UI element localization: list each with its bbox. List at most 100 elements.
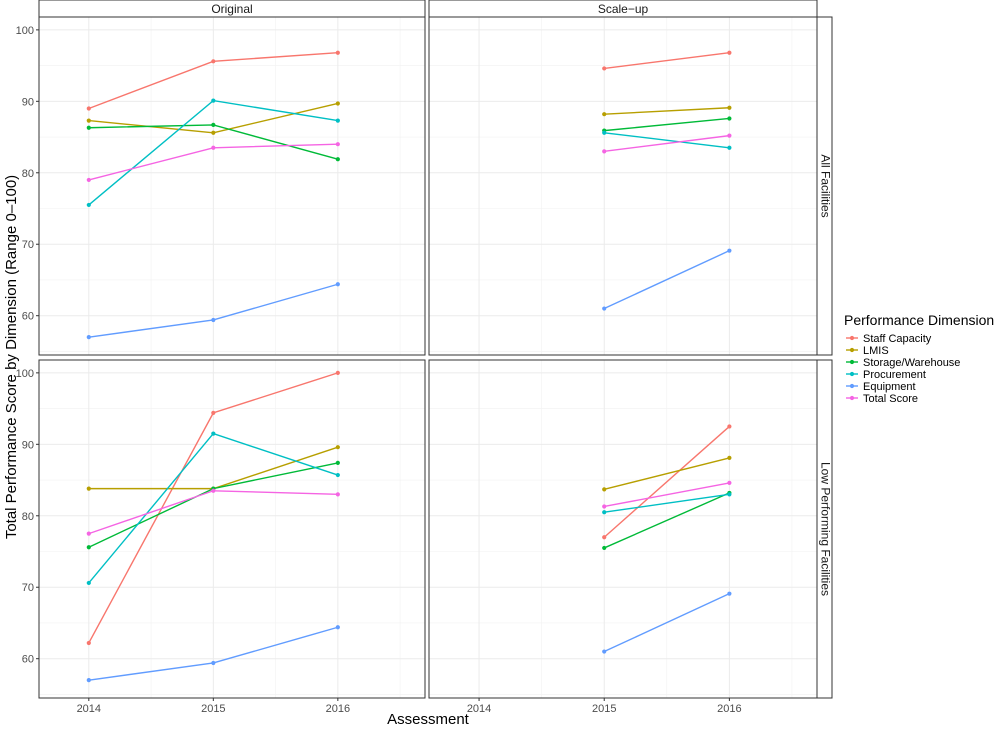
data-point-equipment	[86, 678, 91, 683]
series-line-lmis	[604, 107, 730, 115]
legend-item-procurement: Procurement	[846, 369, 926, 381]
series-line-storage-warehouse	[604, 117, 730, 132]
panel-low-performing-facilities-original	[38, 359, 426, 699]
y-tick-label: 60	[22, 311, 34, 323]
legend-label: Equipment	[863, 381, 916, 393]
data-point-equipment	[727, 248, 732, 253]
series-line-total-score	[604, 482, 730, 508]
data-point-total-score	[211, 145, 216, 150]
strip-low-performing-facilities: Low Performing Facilities	[816, 359, 833, 699]
data-point-procurement	[727, 145, 732, 150]
strip-scale-up: Scale−up	[428, 0, 818, 18]
series-procurement	[602, 130, 732, 150]
data-point-equipment	[86, 335, 91, 340]
y-tick-label: 80	[22, 168, 34, 180]
data-point-total-score	[335, 142, 340, 147]
data-point-procurement	[335, 118, 340, 123]
data-point-staff-capacity	[727, 50, 732, 55]
legend-label: Staff Capacity	[863, 333, 932, 345]
series-equipment	[86, 625, 340, 683]
data-point-procurement	[211, 431, 216, 436]
panel-border	[428, 16, 818, 356]
data-point-procurement	[211, 98, 216, 103]
legend-label: Total Score	[863, 393, 918, 405]
x-tick-label: 2016	[326, 703, 350, 715]
data-point-staff-capacity	[211, 410, 216, 415]
x-tick-label: 2015	[592, 703, 616, 715]
data-point-procurement	[86, 202, 91, 208]
y-axis-low-performing-facilities: 60 70 80 90 100	[16, 368, 39, 666]
data-point-lmis	[602, 487, 607, 492]
series-procurement	[86, 98, 340, 208]
y-tick-label: 90	[22, 439, 34, 451]
data-point-total-score	[86, 177, 91, 183]
series-total-score	[86, 142, 340, 183]
y-axis-all-facilities: 60 70 80 90 100	[16, 25, 39, 323]
x-tick-label: 2015	[201, 703, 225, 715]
data-point-equipment	[211, 317, 216, 323]
panel-all-facilities-scale-up	[428, 16, 818, 356]
data-point-total-score	[727, 480, 732, 486]
series-line-equipment	[603, 250, 730, 310]
panel-border	[38, 16, 426, 356]
data-point-lmis	[727, 105, 732, 110]
strips-layer: Original Scale−up All Facilities Low Perfor…	[38, 0, 833, 699]
data-point-procurement	[602, 130, 607, 135]
series-lmis	[602, 455, 732, 492]
data-point-lmis	[86, 486, 91, 491]
series-line-lmis	[604, 457, 730, 491]
panel-border	[38, 359, 426, 699]
data-point-staff-capacity	[335, 50, 340, 55]
legend-key-point	[849, 335, 855, 341]
data-point-staff-capacity	[335, 370, 340, 375]
legend-key-point	[849, 383, 855, 389]
data-point-equipment	[335, 625, 340, 630]
data-point-lmis	[727, 455, 732, 460]
series-storage-warehouse	[86, 122, 340, 162]
series-staff-capacity	[602, 424, 732, 540]
data-point-equipment	[335, 282, 340, 287]
strip-label: All Facilities	[819, 154, 833, 217]
data-point-procurement	[86, 580, 91, 586]
x-tick-label: 2016	[717, 703, 741, 715]
data-point-total-score	[335, 492, 340, 497]
data-point-equipment	[602, 649, 607, 654]
series-staff-capacity	[86, 370, 340, 646]
data-point-total-score	[602, 149, 607, 154]
legend-key-point	[849, 395, 855, 401]
x-axis-title: Assessment	[387, 711, 470, 728]
y-tick-label: 100	[16, 25, 34, 37]
strip-label: Original	[211, 2, 252, 16]
legend-item-staff-capacity: Staff Capacity	[846, 333, 932, 345]
legend-key-point	[849, 347, 855, 353]
panel-all-facilities-original	[38, 16, 426, 356]
strip-label: Scale−up	[598, 2, 649, 16]
strip-box	[816, 16, 833, 356]
data-point-lmis	[86, 118, 91, 123]
data-point-total-score	[602, 504, 607, 509]
strip-original: Original	[38, 0, 426, 18]
y-axis-title: Total Performance Score by Dimension (Ra…	[3, 175, 20, 539]
data-point-storage-warehouse	[335, 460, 340, 466]
data-point-procurement	[602, 510, 607, 515]
data-point-storage-warehouse	[602, 545, 607, 551]
data-point-lmis	[602, 112, 607, 117]
series-line-equipment	[603, 593, 730, 653]
x-axis-original: 2014 2015 2016	[77, 698, 350, 715]
y-tick-label: 70	[22, 582, 34, 594]
x-tick-label: 2014	[77, 703, 101, 715]
series-staff-capacity	[86, 50, 340, 111]
legend-items: Staff CapacityLMISStorage/WarehouseProcu…	[846, 333, 960, 405]
data-point-staff-capacity	[602, 535, 607, 540]
series-total-score	[86, 488, 340, 536]
series-total-score	[602, 133, 732, 154]
series-line-staff-capacity	[603, 425, 730, 538]
panel-border	[428, 359, 818, 699]
data-point-staff-capacity	[86, 106, 91, 111]
panel-low-performing-facilities-scale-up	[428, 359, 818, 699]
legend-key-point	[849, 371, 855, 377]
data-point-procurement	[727, 492, 732, 497]
data-point-staff-capacity	[602, 66, 607, 71]
y-tick-label: 60	[22, 654, 34, 666]
strip-box	[38, 0, 426, 18]
